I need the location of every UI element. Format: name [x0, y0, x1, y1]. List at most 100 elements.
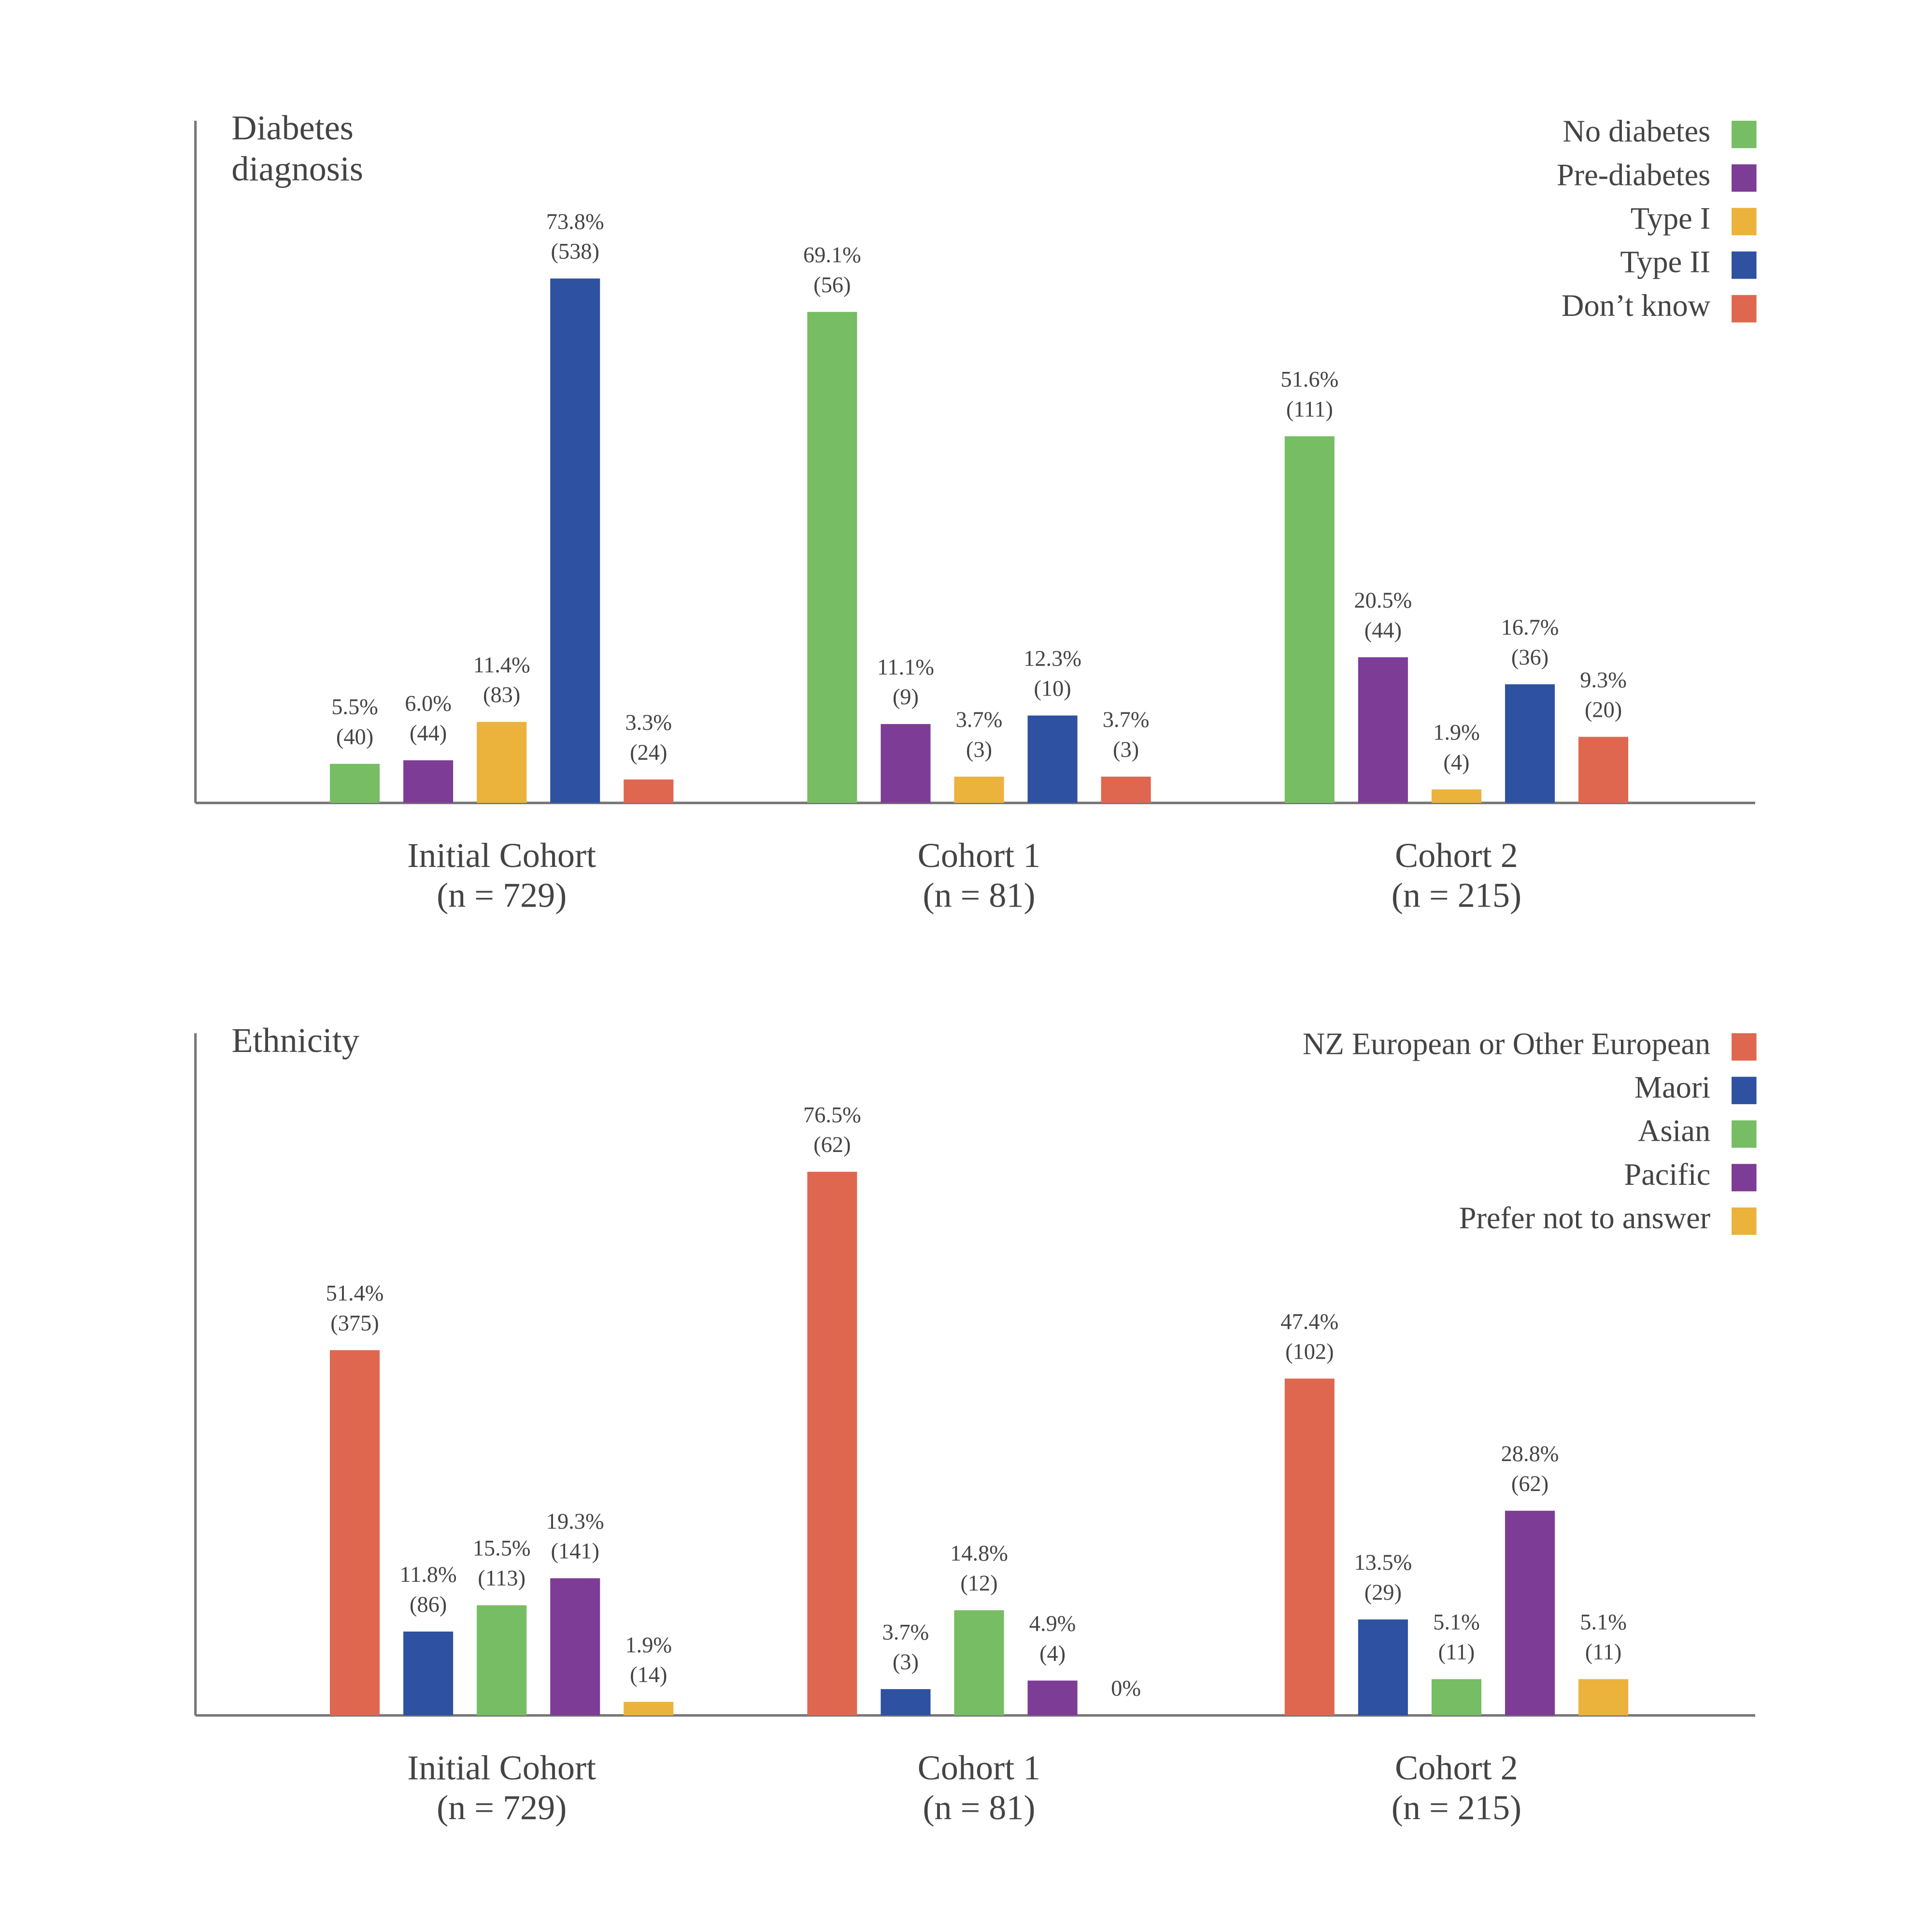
count-label: (102)	[1285, 1339, 1334, 1364]
count-label: (62)	[813, 1133, 851, 1157]
value-label: 11.8%	[400, 1563, 457, 1587]
count-label: (538)	[551, 240, 599, 264]
value-label: 1.9%	[1433, 721, 1480, 745]
count-label: (56)	[813, 273, 851, 298]
title-box: Diabetes diagnosis	[231, 109, 364, 189]
count-label: (3)	[893, 1650, 919, 1675]
value-label: 47.4%	[1280, 1309, 1338, 1334]
count-label: (29)	[1364, 1580, 1402, 1605]
value-label: 15.5%	[473, 1536, 531, 1561]
legend-swatch	[1732, 208, 1757, 236]
legend-swatch	[1732, 164, 1757, 192]
count-label: (141)	[551, 1539, 599, 1564]
x-tick-note: (n = 215)	[1392, 876, 1521, 914]
value-label: 3.7%	[1103, 708, 1150, 732]
count-label: (12)	[960, 1571, 997, 1596]
value-label: 19.3%	[546, 1509, 604, 1534]
count-label: (11)	[1585, 1640, 1622, 1665]
bar	[477, 722, 527, 803]
bar	[1101, 776, 1151, 803]
bar	[477, 1605, 527, 1716]
count-label: (14)	[630, 1663, 667, 1688]
value-label: 3.7%	[956, 708, 1003, 732]
legend-swatch	[1732, 1077, 1757, 1105]
count-label: (4)	[1443, 751, 1469, 775]
bar	[1431, 1679, 1482, 1716]
bar	[954, 776, 1004, 803]
bar	[403, 1631, 454, 1716]
chart-title: Diabetes diagnosis	[231, 109, 364, 189]
legend-swatch	[1732, 295, 1757, 323]
bar	[1358, 657, 1408, 803]
value-label: 1.9%	[625, 1633, 672, 1658]
value-label: 9.3%	[1580, 668, 1627, 693]
legend-swatch	[1732, 1164, 1757, 1192]
bar	[624, 1702, 674, 1716]
count-label: (10)	[1034, 677, 1071, 701]
value-label: 5.5%	[331, 695, 378, 720]
value-label: 5.1%	[1433, 1610, 1480, 1635]
legend-label: Asian	[1638, 1114, 1710, 1148]
value-label: 6.0%	[405, 691, 452, 716]
x-tick-label: Cohort 1	[918, 1748, 1041, 1787]
bar	[550, 1578, 600, 1716]
bar	[1578, 1679, 1629, 1716]
bar	[1578, 737, 1629, 803]
bar	[329, 764, 380, 803]
count-label: (62)	[1511, 1472, 1548, 1496]
value-label: 73.8%	[546, 210, 604, 234]
value-label: 16.7%	[1501, 615, 1559, 640]
bar	[1027, 715, 1078, 803]
count-label: (40)	[336, 725, 373, 750]
x-tick-note: (n = 81)	[923, 876, 1036, 914]
legend-swatch	[1732, 121, 1757, 148]
legend-swatch	[1732, 1208, 1757, 1235]
bar	[1505, 1510, 1555, 1716]
bar	[329, 1350, 380, 1716]
bar	[1284, 436, 1335, 803]
value-label: 20.5%	[1354, 588, 1412, 613]
title-box: Ethnicity	[231, 1022, 359, 1061]
x-tick-label: Initial Cohort	[407, 1748, 596, 1787]
count-label: (44)	[410, 721, 447, 746]
count-label: (44)	[1364, 618, 1402, 643]
legend-label: No diabetes	[1563, 114, 1710, 148]
count-label: (111)	[1286, 397, 1333, 422]
bar	[624, 779, 674, 803]
legend-swatch	[1732, 251, 1757, 279]
value-label: 12.3%	[1023, 647, 1081, 671]
legend-swatch	[1732, 1033, 1757, 1061]
count-label: (3)	[966, 738, 992, 762]
count-label: (3)	[1113, 738, 1139, 762]
x-tick-label: Cohort 2	[1395, 1748, 1518, 1787]
bar	[1431, 789, 1482, 803]
bar	[403, 760, 454, 803]
count-label: (86)	[410, 1592, 447, 1617]
bar	[807, 312, 857, 803]
value-label: 51.4%	[326, 1281, 384, 1306]
value-label: 0%	[1111, 1676, 1141, 1701]
count-label: (9)	[893, 685, 919, 710]
x-tick-label: Cohort 2	[1395, 836, 1518, 875]
legend-label: Pre-diabetes	[1557, 157, 1710, 192]
value-label: 13.5%	[1354, 1550, 1412, 1575]
count-label: (4)	[1039, 1642, 1065, 1666]
value-label: 5.1%	[1580, 1610, 1627, 1635]
legend-label: Don’t know	[1562, 288, 1711, 323]
value-label: 28.8%	[1501, 1442, 1559, 1466]
x-tick-note: (n = 729)	[437, 1789, 567, 1827]
count-label: (20)	[1585, 698, 1622, 723]
count-label: (83)	[483, 683, 520, 708]
chart-title: Ethnicity	[231, 1022, 359, 1061]
x-tick-note: (n = 81)	[923, 1789, 1036, 1827]
bar	[881, 1689, 931, 1716]
legend-label: Maori	[1634, 1070, 1710, 1105]
value-label: 11.1%	[877, 655, 934, 680]
value-label: 4.9%	[1029, 1612, 1076, 1636]
value-label: 3.3%	[625, 710, 672, 735]
count-label: (11)	[1438, 1640, 1475, 1665]
x-tick-label: Cohort 1	[918, 836, 1041, 875]
value-label: 69.1%	[803, 243, 861, 268]
